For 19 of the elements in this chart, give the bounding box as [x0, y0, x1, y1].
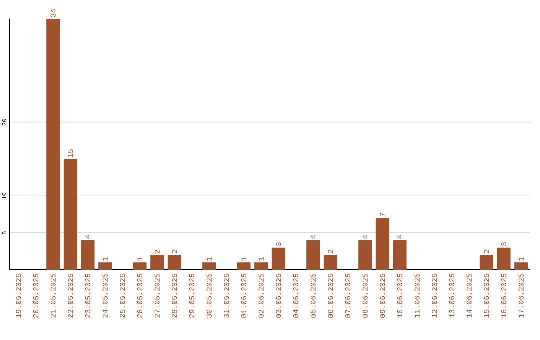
bar	[202, 262, 216, 270]
bar	[324, 255, 338, 270]
bar	[64, 159, 78, 270]
bar	[150, 255, 164, 270]
bar	[497, 248, 511, 270]
bar	[480, 255, 494, 270]
bar	[254, 262, 268, 270]
bar	[358, 240, 372, 270]
bar	[168, 255, 182, 270]
bar	[376, 218, 390, 270]
bar	[133, 262, 147, 270]
bar	[393, 240, 407, 270]
bar	[81, 240, 95, 270]
bar	[514, 262, 528, 270]
bar	[237, 262, 251, 270]
bar	[306, 240, 320, 270]
bar	[46, 19, 60, 270]
bar	[272, 248, 286, 270]
bar	[98, 262, 112, 270]
